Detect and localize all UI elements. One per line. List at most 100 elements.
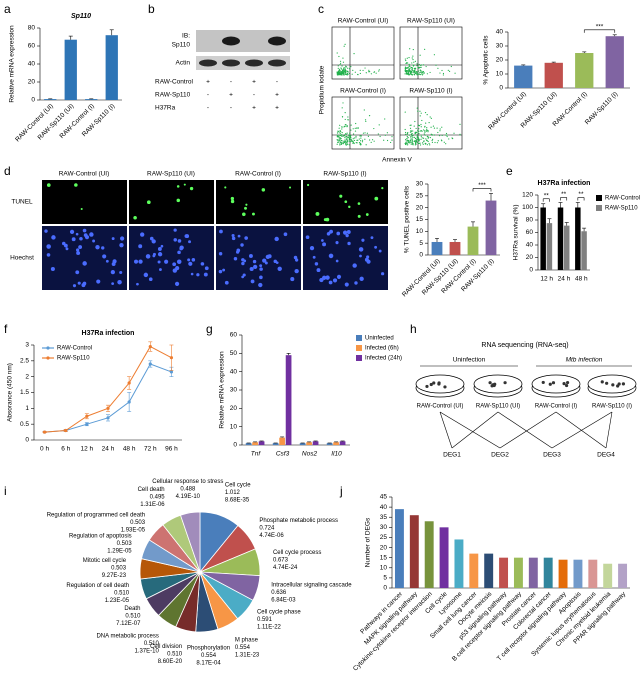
bar bbox=[543, 557, 553, 588]
hoechst-nucleus bbox=[283, 232, 288, 237]
flow-event bbox=[342, 71, 344, 73]
flow-event bbox=[341, 135, 343, 137]
flow-event bbox=[422, 73, 424, 75]
flow-event bbox=[406, 138, 408, 140]
pie-label: Cell division bbox=[150, 644, 182, 650]
flow-event bbox=[342, 102, 344, 104]
hoechst-nucleus bbox=[176, 259, 182, 264]
flow-event bbox=[341, 128, 343, 130]
flow-event bbox=[420, 64, 422, 67]
hoechst-nucleus bbox=[111, 237, 115, 241]
flow-event bbox=[433, 134, 435, 136]
bar bbox=[467, 226, 479, 255]
flow-event bbox=[418, 139, 420, 141]
flow-event bbox=[340, 71, 342, 73]
y-tick-label: 45 bbox=[380, 494, 388, 501]
flow-event bbox=[406, 142, 408, 144]
flow-event bbox=[347, 116, 349, 118]
flow-event bbox=[416, 138, 418, 141]
flow-event bbox=[355, 122, 357, 125]
flow-event bbox=[407, 74, 410, 76]
blot-sign: - bbox=[207, 105, 209, 112]
pie-label: DNA metabolic process bbox=[96, 634, 158, 640]
flow-event bbox=[420, 136, 422, 138]
hoechst-nucleus bbox=[335, 259, 339, 263]
flow-event bbox=[448, 70, 451, 72]
flow-event bbox=[410, 141, 412, 144]
y-tick-label: 20 bbox=[526, 254, 534, 261]
bar bbox=[558, 559, 568, 588]
bar bbox=[431, 241, 443, 255]
flow-event bbox=[342, 61, 345, 63]
x-tick-label: 48 h bbox=[575, 276, 588, 283]
hoechst-nucleus bbox=[72, 284, 77, 288]
flow-event bbox=[428, 142, 430, 145]
flow-event bbox=[373, 127, 375, 130]
flow-event bbox=[404, 133, 407, 135]
hoechst-nucleus bbox=[374, 245, 378, 249]
hoechst-nucleus bbox=[77, 281, 81, 285]
chart-title: Sp110 bbox=[71, 13, 91, 20]
pie-pvalue: 1.93E-05 bbox=[121, 527, 146, 533]
flow-event bbox=[424, 131, 426, 133]
cell bbox=[616, 384, 620, 388]
hoechst-nucleus bbox=[352, 263, 357, 268]
cell bbox=[551, 381, 556, 385]
bar bbox=[581, 231, 587, 270]
flow-event bbox=[410, 143, 412, 145]
comparison-line bbox=[439, 411, 501, 449]
flow-event bbox=[339, 72, 342, 75]
tunel-cell bbox=[176, 185, 180, 188]
hoechst-nucleus bbox=[92, 239, 96, 243]
flow-event bbox=[353, 137, 355, 139]
flow-event bbox=[343, 74, 345, 76]
y-axis-label: % TUNEL positive cells bbox=[404, 185, 411, 253]
flow-event bbox=[370, 73, 372, 75]
flow-event bbox=[407, 73, 409, 75]
flow-event bbox=[339, 139, 341, 141]
pie-value: 0.591 bbox=[257, 617, 273, 623]
y-tick-label: 10 bbox=[416, 228, 424, 235]
flow-event bbox=[417, 70, 420, 72]
flow-event bbox=[352, 133, 355, 135]
blot-strip bbox=[196, 56, 290, 70]
legend-marker bbox=[46, 346, 50, 350]
y-tick-label: 0 bbox=[233, 442, 237, 449]
flow-event bbox=[336, 72, 339, 74]
flow-event bbox=[459, 133, 461, 135]
bar bbox=[326, 443, 333, 445]
tunel-cell bbox=[315, 211, 320, 216]
flow-event bbox=[406, 70, 408, 72]
flow-event bbox=[411, 69, 413, 71]
flow-event bbox=[391, 139, 393, 141]
pie-value: 1.012 bbox=[225, 490, 241, 496]
bar bbox=[252, 442, 258, 445]
bar bbox=[272, 443, 279, 445]
image-column-title: RAW-Sp110 (UI) bbox=[147, 171, 195, 178]
hoechst-nucleus bbox=[159, 268, 162, 272]
flow-event bbox=[347, 67, 349, 69]
y-tick-label: 2 bbox=[25, 373, 29, 380]
hoechst-nucleus bbox=[138, 244, 143, 249]
tunel-cell bbox=[80, 207, 83, 211]
flow-event bbox=[339, 71, 341, 73]
flow-event bbox=[419, 142, 421, 144]
flow-event bbox=[350, 139, 352, 141]
flow-event bbox=[415, 127, 417, 130]
flow-event bbox=[386, 132, 388, 134]
blot-label: Sp110 bbox=[172, 42, 191, 49]
flow-event bbox=[418, 124, 420, 126]
pie-value: 0.724 bbox=[259, 525, 275, 531]
image-column-title: RAW-Sp110 (I) bbox=[323, 171, 366, 178]
y-axis-label: % Apoptotic cells bbox=[483, 35, 490, 85]
flow-event bbox=[339, 60, 342, 62]
flow-event bbox=[350, 134, 352, 137]
tunel-cell bbox=[146, 200, 151, 205]
y-tick-label: 50 bbox=[230, 350, 238, 357]
flow-event bbox=[407, 131, 409, 134]
flow-event bbox=[421, 71, 423, 74]
hoechst-nucleus bbox=[136, 282, 139, 286]
hoechst-nucleus bbox=[314, 262, 319, 266]
bar bbox=[485, 200, 497, 255]
flow-event bbox=[414, 69, 416, 71]
